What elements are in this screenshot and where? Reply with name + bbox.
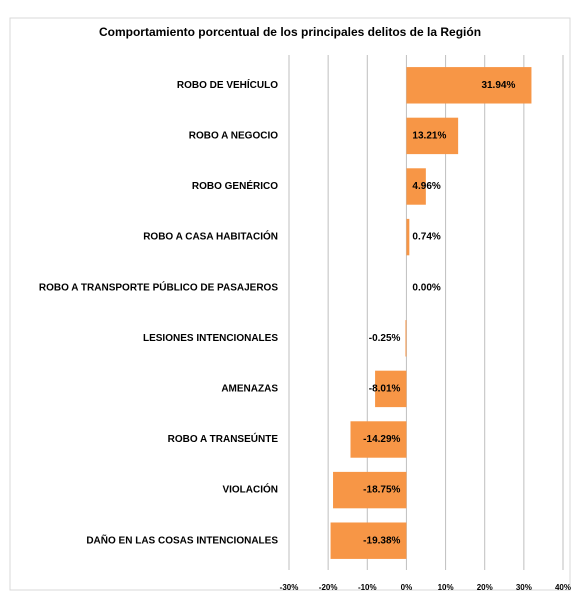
data-label: -18.75% [363, 485, 400, 496]
bar [330, 522, 407, 559]
y-tick-label: ROBO A TRANSPORTE PÚBLICO DE PASAJEROS [39, 280, 278, 293]
y-tick-label: AMENAZAS [221, 384, 278, 395]
y-tick-label: ROBO DE VEHÍCULO [177, 78, 278, 91]
bar [406, 67, 532, 104]
data-label: 0.74% [412, 232, 440, 243]
data-label: -0.25% [369, 333, 401, 344]
chart-title: Comportamiento porcentual de los princip… [99, 25, 481, 39]
bar [406, 218, 410, 256]
bar [406, 117, 459, 155]
x-tick-label: 30% [516, 583, 532, 592]
x-tick-label: 40% [555, 583, 571, 592]
x-tick-label: 10% [438, 583, 454, 592]
y-tick-label: VIOLACIÓN [222, 483, 278, 496]
y-tick-label: DAÑO EN LAS COSAS INTENCIONALES [86, 533, 278, 546]
data-label: 0.00% [412, 282, 440, 293]
bar [405, 320, 407, 357]
x-tick-label: 20% [477, 583, 493, 592]
data-label: -19.38% [363, 535, 400, 546]
data-label: -14.29% [363, 434, 400, 445]
y-tick-label: ROBO A CASA HABITACIÓN [143, 230, 278, 243]
data-label: 31.94% [481, 80, 515, 91]
x-tick-label: -10% [358, 583, 377, 592]
bar [350, 421, 407, 458]
x-tick-label: -30% [280, 583, 299, 592]
chart-border [9, 17, 571, 591]
data-label: 13.21% [412, 131, 446, 142]
x-tick-label: 0% [401, 583, 413, 592]
x-tick-label: -20% [319, 583, 338, 592]
y-tick-label: ROBO GENÉRICO [192, 179, 278, 192]
bar [375, 370, 407, 408]
data-label: -8.01% [369, 384, 401, 395]
y-tick-label: LESIONES INTENCIONALES [143, 333, 278, 344]
data-label: 4.96% [412, 181, 440, 192]
bar [333, 471, 407, 509]
y-tick-label: ROBO A TRANSEÚNTE [168, 432, 279, 445]
y-tick-label: ROBO A NEGOCIO [189, 131, 278, 142]
bar [406, 168, 426, 205]
